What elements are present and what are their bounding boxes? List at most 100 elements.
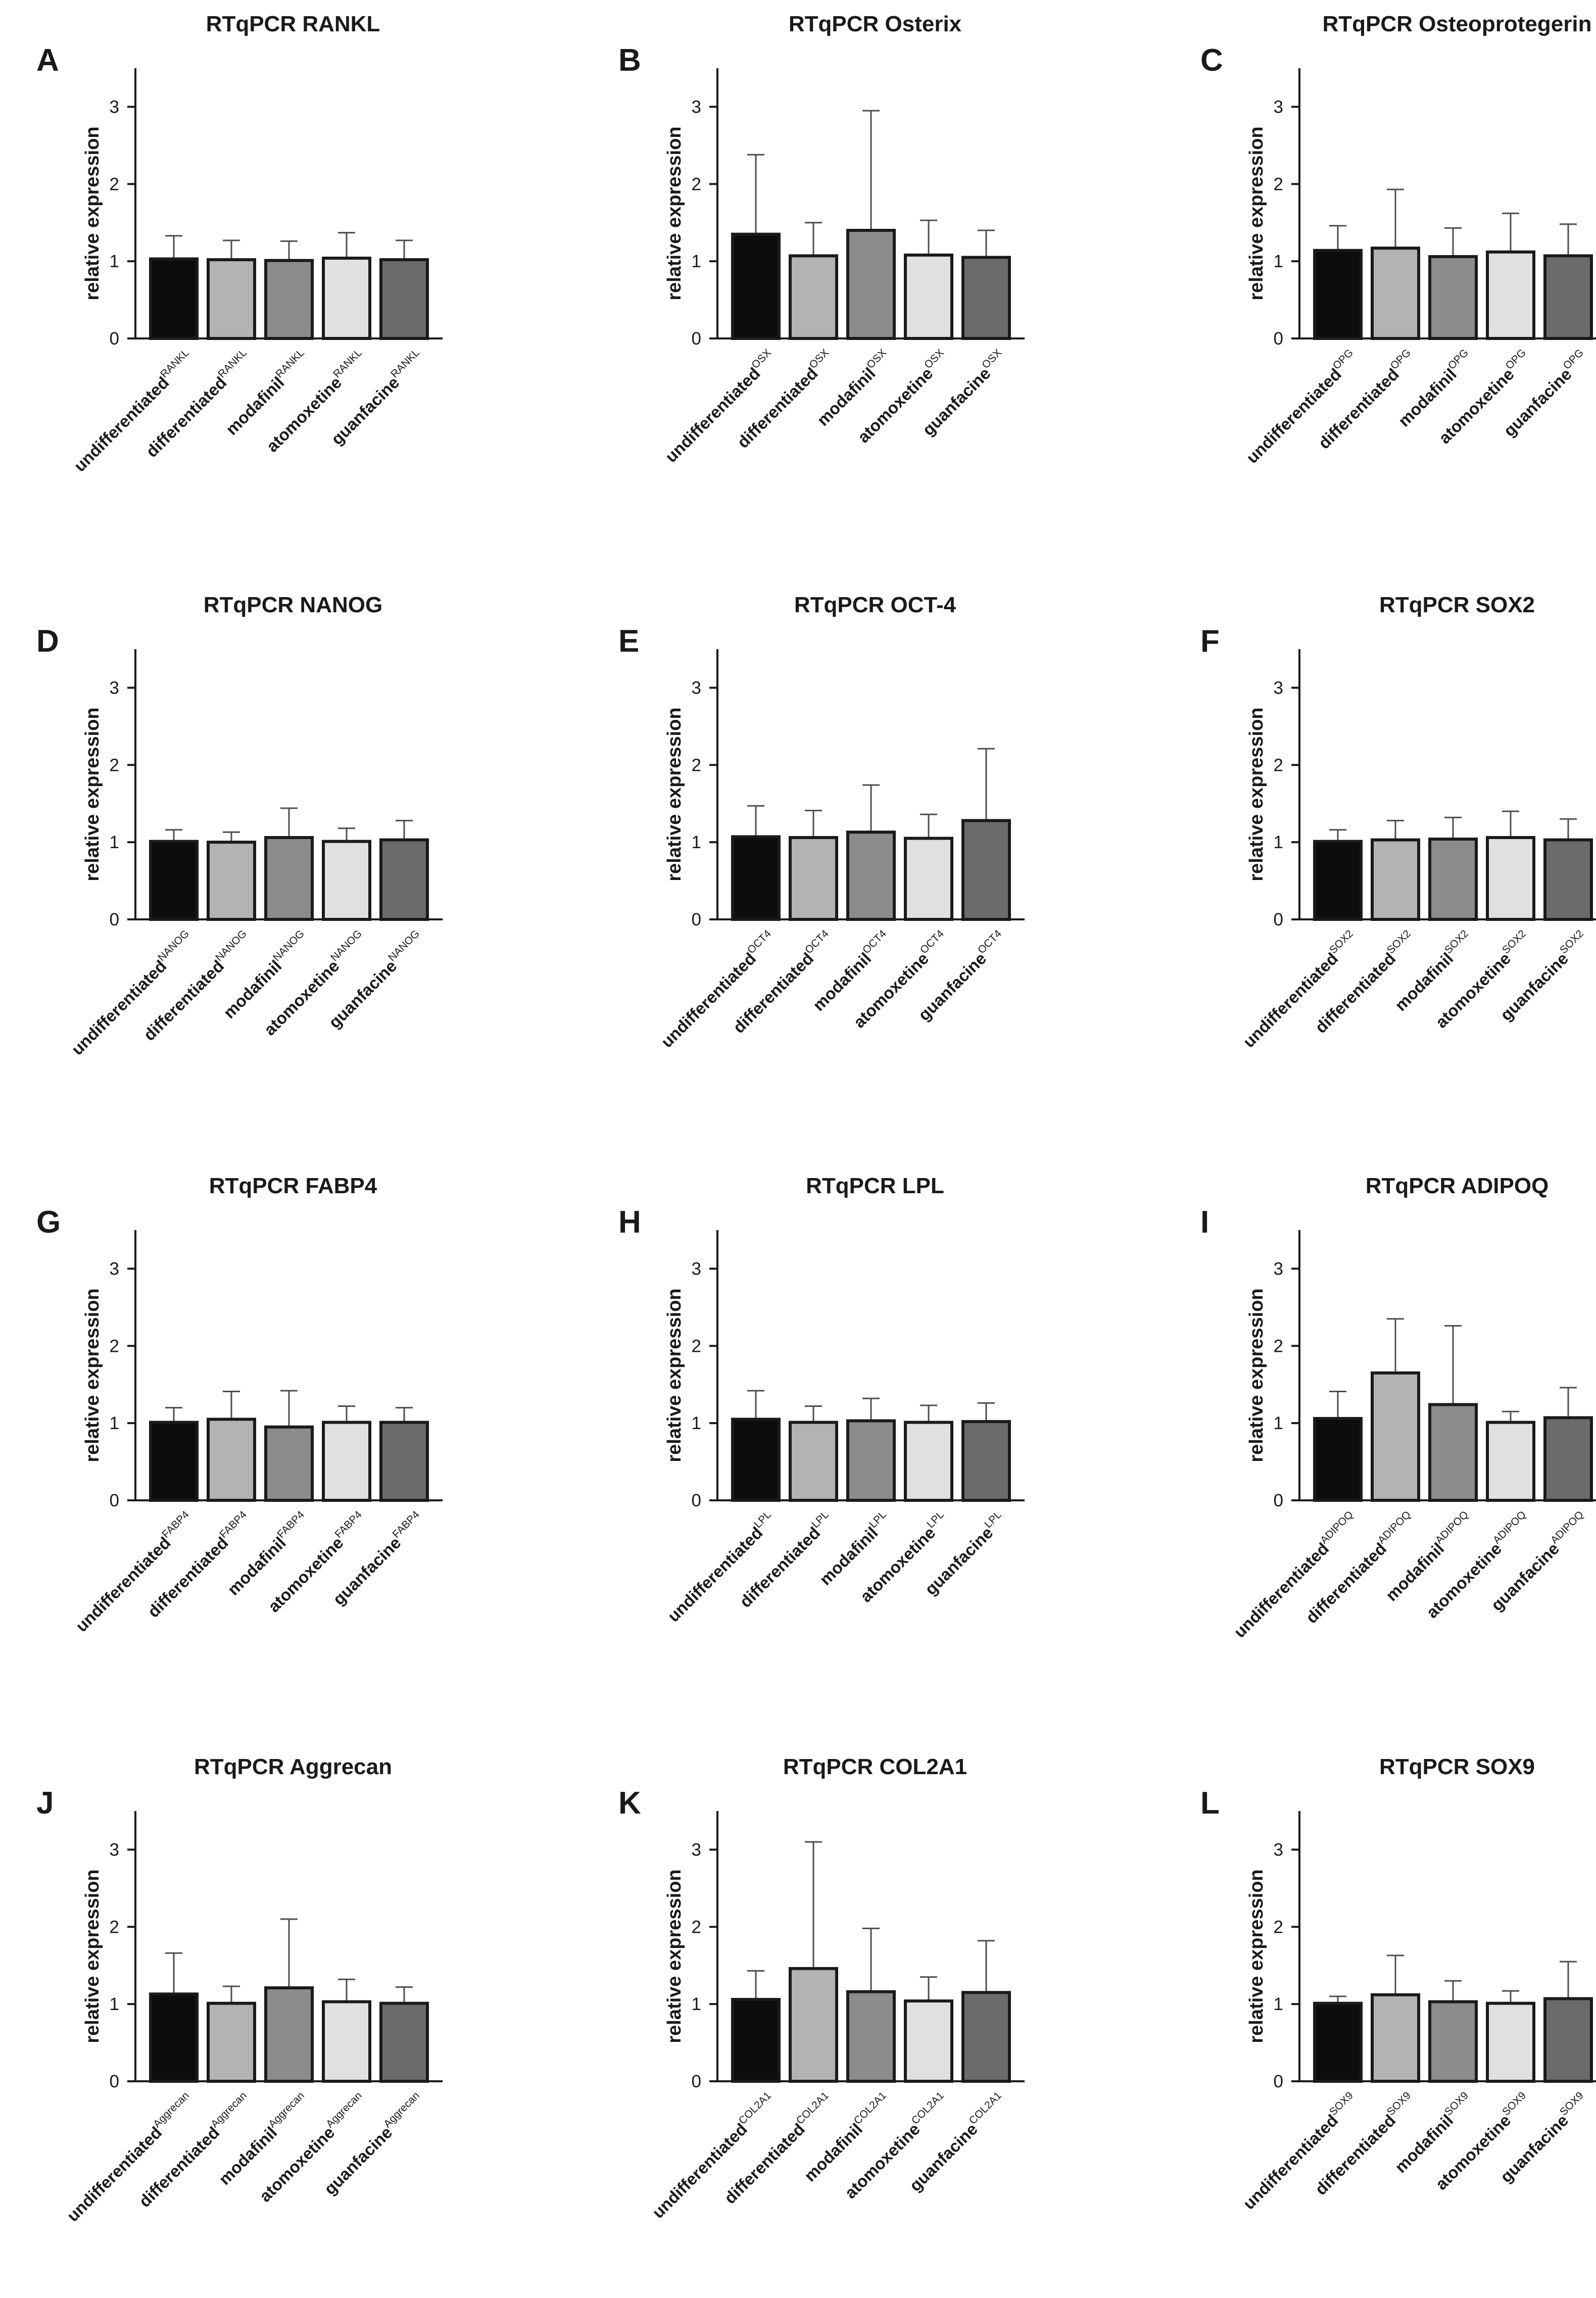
y-axis-label: relative expression xyxy=(664,1869,685,2043)
panel-letter: L xyxy=(1200,1786,1220,1821)
y-tick-label: 2 xyxy=(692,1917,701,1937)
y-tick-label: 0 xyxy=(110,2072,119,2091)
y-axis-label: relative expression xyxy=(1246,707,1267,881)
bar-differentiated xyxy=(1371,1371,1420,1502)
x-tick-label-differentiated: differentiatedSOX2 xyxy=(1310,928,1419,1037)
panel-letter: H xyxy=(618,1205,641,1240)
category-superscript: OCT4 xyxy=(803,927,831,956)
bar-undifferentiated xyxy=(149,840,199,921)
y-tick-label: 1 xyxy=(1274,252,1283,271)
y-tick-label: 1 xyxy=(1274,1994,1283,2014)
y-tick-label: 1 xyxy=(1274,1413,1283,1433)
category-name: undifferentiated xyxy=(657,949,759,1051)
category-name: undifferentiated xyxy=(1242,365,1344,467)
y-tick-label: 1 xyxy=(110,252,119,271)
bar-modafinil xyxy=(264,836,314,921)
category-superscript: OCT4 xyxy=(860,927,889,956)
category-superscript: COL2A1 xyxy=(909,2090,946,2127)
x-tick-label-guanfacine: guanfacineCOL2A1 xyxy=(905,2090,1010,2195)
bar-guanfacine xyxy=(379,1421,429,1502)
x-tick-label-atomoxetine: atomoxetineOCT4 xyxy=(849,927,953,1032)
category-name: undifferentiated xyxy=(661,364,763,466)
panel-letter: E xyxy=(618,624,639,659)
panel-letter: D xyxy=(36,624,59,659)
category-superscript: NANOG xyxy=(271,928,307,964)
bar-guanfacine xyxy=(379,258,429,340)
x-tick-label-differentiated: differentiatedFABP4 xyxy=(143,1508,256,1621)
bar-undifferentiated xyxy=(731,1997,781,2083)
category-name: undifferentiated xyxy=(72,1533,174,1635)
chart-title: RTqPCR Osteoprotegerin xyxy=(1323,12,1592,36)
x-tick-label-differentiated: differentiatedSOX9 xyxy=(1310,2090,1419,2199)
x-tick-label-undifferentiated: undifferentiatedSOX9 xyxy=(1238,2090,1362,2213)
panel-letter: C xyxy=(1200,43,1223,78)
x-tick-label-differentiated: differentiatedOCT4 xyxy=(728,927,837,1037)
chart-title: RTqPCR COL2A1 xyxy=(783,1754,967,1779)
x-tick-label-guanfacine: guanfacineNANOG xyxy=(324,928,428,1032)
category-name: undifferentiated xyxy=(63,2123,165,2225)
category-superscript: Aggrecan xyxy=(266,2090,307,2130)
y-tick-label: 1 xyxy=(110,833,119,852)
bar-guanfacine xyxy=(1543,1997,1593,2083)
chart-title: RTqPCR FABP4 xyxy=(209,1174,377,1198)
y-tick-label: 3 xyxy=(692,1840,701,1860)
x-tick-label-differentiated: differentiatedOSX xyxy=(732,347,837,452)
bar-differentiated xyxy=(207,258,256,340)
bar-undifferentiated xyxy=(1313,840,1363,921)
bar-guanfacine xyxy=(379,838,429,921)
x-tick-label-differentiated: differentiatedADIPOQ xyxy=(1301,1509,1419,1627)
y-tick-label: 1 xyxy=(692,833,701,852)
panel-letter: G xyxy=(36,1205,61,1240)
bar-atomoxetine xyxy=(904,1421,953,1502)
category-superscript: ADIPOQ xyxy=(1549,1509,1586,1546)
category-superscript: FABP4 xyxy=(390,1508,422,1540)
x-tick-label-differentiated: differentiatedLPL xyxy=(735,1509,837,1611)
y-tick-label: 1 xyxy=(110,1994,119,2014)
y-tick-label: 0 xyxy=(1274,329,1283,349)
x-tick-label-differentiated: differentiatedAggrecan xyxy=(134,2090,255,2211)
bar-differentiated xyxy=(1371,838,1420,921)
bar-differentiated xyxy=(1371,1993,1420,2083)
category-superscript: ADIPOQ xyxy=(1491,1509,1528,1546)
category-superscript: SOX9 xyxy=(1500,2090,1528,2118)
category-superscript: RANKL xyxy=(216,347,249,380)
y-tick-label: 2 xyxy=(1274,755,1283,775)
y-tick-label: 0 xyxy=(692,2072,701,2091)
y-axis-label: relative expression xyxy=(664,707,685,881)
y-tick-label: 2 xyxy=(110,755,119,775)
category-superscript: RANKL xyxy=(389,347,422,380)
x-tick-label-differentiated: differentiatedRANKL xyxy=(141,347,255,461)
category-superscript: NANOG xyxy=(386,928,422,964)
category-superscript: COL2A1 xyxy=(794,2090,831,2127)
y-tick-label: 3 xyxy=(1274,1840,1283,1860)
category-superscript: OCT4 xyxy=(918,927,946,956)
y-tick-label: 3 xyxy=(1274,1259,1283,1279)
bar-atomoxetine xyxy=(1486,2001,1535,2083)
y-axis-label: relative expression xyxy=(82,707,103,881)
x-tick-label-undifferentiated: undifferentiatedLPL xyxy=(663,1509,780,1626)
category-superscript: Aggrecan xyxy=(381,2090,422,2130)
x-tick-label-atomoxetine: atomoxetineFABP4 xyxy=(263,1508,370,1616)
x-tick-label-differentiated: differentiatedCOL2A1 xyxy=(719,2090,837,2208)
y-tick-label: 0 xyxy=(1274,910,1283,930)
bar-atomoxetine xyxy=(1486,250,1535,340)
bar-atomoxetine xyxy=(904,1999,953,2083)
chart-title: RTqPCR SOX2 xyxy=(1379,593,1535,617)
category-superscript: NANOG xyxy=(328,928,364,964)
bar-modafinil xyxy=(264,1986,314,2083)
y-tick-label: 2 xyxy=(110,1917,119,1937)
y-tick-label: 3 xyxy=(110,1840,119,1860)
y-axis-label: relative expression xyxy=(82,126,103,300)
x-tick-label-differentiated: differentiatedOPG xyxy=(1314,347,1419,453)
bar-differentiated xyxy=(207,2001,256,2083)
category-superscript: COL2A1 xyxy=(852,2090,889,2127)
category-superscript: SOX2 xyxy=(1385,928,1413,956)
category-name: undifferentiated xyxy=(70,373,172,475)
y-tick-label: 0 xyxy=(110,329,119,349)
bar-guanfacine xyxy=(1543,838,1593,921)
